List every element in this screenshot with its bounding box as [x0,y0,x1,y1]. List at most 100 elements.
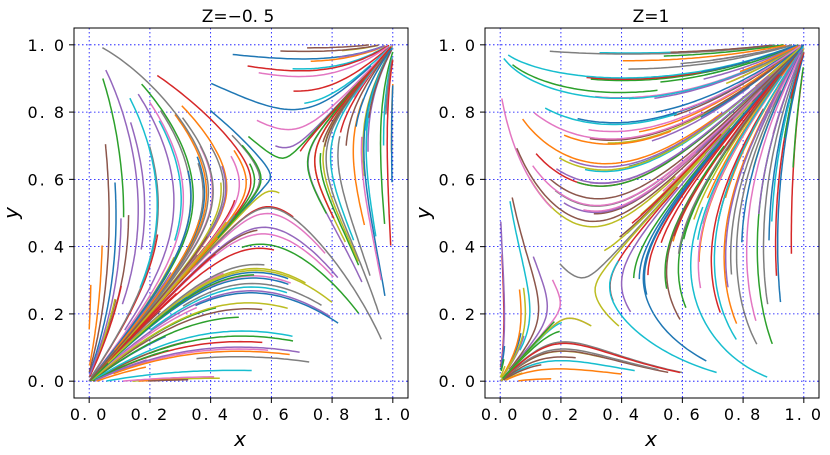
trajectory-line [502,342,681,380]
trajectory-line [365,112,377,237]
trajectory-line [569,75,769,168]
trajectory-line [241,243,360,314]
trajectory-line [196,355,310,363]
x-tick-label: 0. 0 [70,405,109,424]
trajectory-line [689,206,768,378]
y-tick-label: 0. 6 [438,170,477,189]
trajectory-line [550,45,804,200]
trajectory-line [338,45,385,59]
trajectory-line [501,350,669,381]
trajectory-line [256,44,393,131]
x-tick-label: 0. 6 [663,405,702,424]
trajectory-line [660,44,799,83]
trajectory-line [102,47,210,319]
trajectory-line [583,151,697,212]
chart-left-x-label: x [233,427,246,451]
trajectory-line [89,182,117,373]
trajectory-line [642,138,725,362]
trajectory-line [516,82,769,223]
trajectory-line [655,45,800,113]
trajectory-line [503,359,635,381]
x-tick-label: 0. 4 [602,405,641,424]
trajectory-line [195,292,339,324]
trajectory-line [148,378,189,382]
x-tick-label: 0. 4 [191,405,230,424]
chart-left-trajectories [88,44,394,382]
chart-right-y-label: y [411,206,435,220]
trajectory-line [762,52,804,305]
x-tick-label: 0. 8 [724,405,763,424]
trajectory-line [90,302,288,382]
trajectory-line [700,44,797,73]
trajectory-line [512,64,658,94]
trajectory-line [739,45,798,73]
trajectory-line [700,44,803,118]
trajectory-line [385,58,394,115]
trajectory-line [776,54,805,303]
trajectory-line [113,350,290,375]
trajectory-line [503,356,576,380]
trajectory-line [518,378,552,382]
trajectory-line [665,188,697,320]
y-tick-label: 0. 0 [27,372,66,391]
chart-left-x-ticks: 0. 0 0. 2 0. 4 0. 6 0. 8 1. 0 [70,398,410,424]
trajectory-line [663,44,784,57]
trajectory-line [149,335,294,355]
trajectory-line [505,368,622,381]
chart-left: Z=−0. 5 0. 0 0. 2 0. 4 0. 6 0. 8 1. 0 0. 00. … [0,7,410,451]
trajectory-line [638,46,804,280]
trajectory-line [310,45,386,62]
trajectory-line [319,153,360,266]
trajectory-line [680,44,793,65]
trajectory-line [710,108,765,313]
trajectory-line [258,46,389,78]
trajectory-line [500,289,522,378]
x-tick-label: 0. 2 [131,405,170,424]
trajectory-line [522,112,723,165]
y-tick-label: 0. 8 [27,103,66,122]
trajectory-line [150,286,288,331]
trajectory-line [114,219,200,351]
trajectory-line [109,117,214,357]
x-tick-label: 1. 0 [785,405,824,424]
chart-right-y-ticks: 0. 0 0. 2 0. 4 0. 6 0. 8 1. 0 [438,36,485,391]
chart-left-y-label: y [0,206,23,220]
trajectory-line [360,136,382,281]
trajectory-line [88,245,103,366]
trajectory-line [89,285,122,377]
trajectory-line [670,44,773,53]
trajectory-line [368,49,393,118]
trajectory-line [703,45,798,80]
trajectory-line [106,369,252,382]
trajectory-line [631,133,722,224]
trajectory-line [280,44,379,53]
trajectory-line [638,44,803,133]
y-tick-label: 0. 0 [438,372,477,391]
trajectory-line [745,54,802,322]
y-tick-label: 0. 8 [438,103,477,122]
trajectory-line [382,57,393,146]
trajectory-line [293,46,390,92]
trajectory-line [355,47,393,127]
trajectory-line [594,153,706,327]
trajectory-line [503,58,634,100]
trajectory-line [96,348,269,381]
trajectory-line [386,60,394,246]
trajectory-line [159,247,275,311]
trajectory-line [182,282,322,307]
trajectory-line [314,46,392,219]
trajectory-line [91,308,263,381]
trajectory-line [89,218,122,376]
trajectory-line [90,146,159,378]
trajectory-line [620,127,731,313]
trajectory-line [501,98,553,209]
trajectory-line [96,366,147,382]
trajectory-line [129,122,146,250]
trajectory-line [129,97,158,289]
trajectory-line [628,63,764,100]
trajectory-line [501,287,527,379]
chart-left-frame [73,27,409,399]
trajectory-line [508,197,540,370]
chart-right-x-ticks: 0. 0 0. 2 0. 4 0. 6 0. 8 1. 0 [481,398,824,424]
